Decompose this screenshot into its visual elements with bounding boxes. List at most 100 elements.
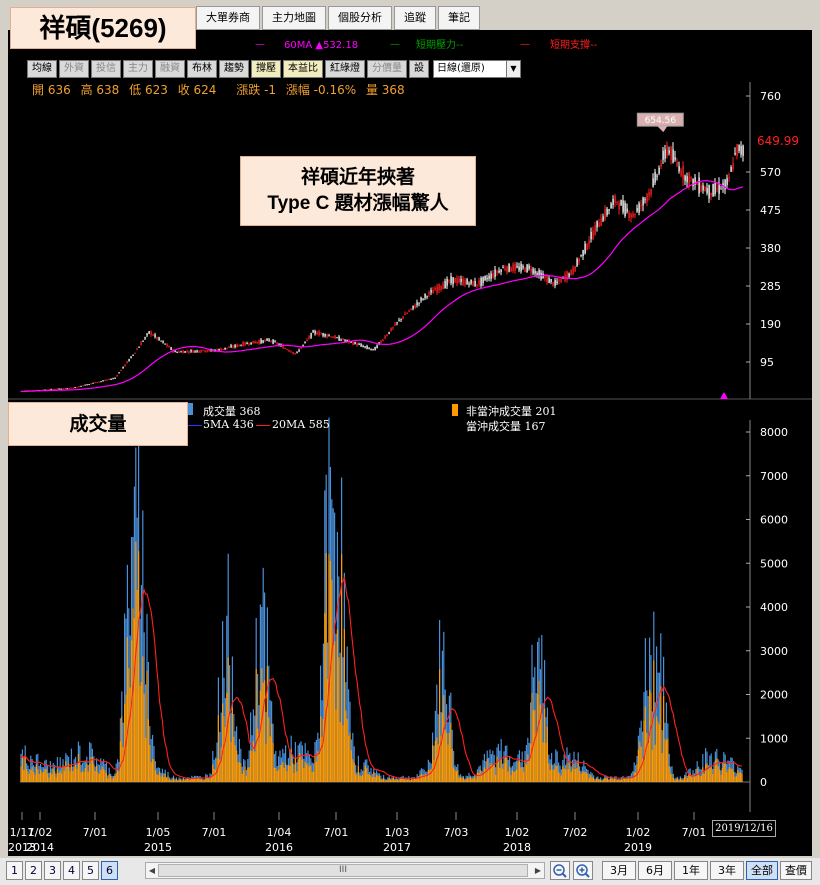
candle-body (606, 208, 608, 216)
candle-body (710, 192, 712, 196)
volume-ma20-line (20, 576, 742, 780)
top-tab-1[interactable]: 大單券商 (196, 6, 260, 30)
toolbar-button-1[interactable]: 均線 (27, 60, 57, 78)
page-button-5[interactable]: 5 (82, 861, 99, 880)
candle-body (416, 302, 418, 306)
scroll-left-icon[interactable]: ◀ (148, 866, 156, 875)
candle-body (512, 264, 514, 271)
candle-body (404, 313, 406, 316)
volume-axis-label: 5000 (760, 557, 788, 570)
candle-body (618, 202, 620, 210)
candle-body (366, 346, 368, 349)
range-button-3[interactable]: 1年 (674, 861, 708, 880)
toolbar-button-9[interactable]: 本益比 (283, 60, 323, 78)
candle-body (110, 379, 112, 381)
candle-body (402, 316, 404, 319)
candle-body (228, 346, 230, 348)
page-button-4[interactable]: 4 (63, 861, 80, 880)
stock-title: 祥碩(5269) (10, 7, 196, 49)
candle-body (528, 265, 530, 269)
period-select[interactable]: 日線(還原) ▼ (433, 60, 521, 78)
candle-body (270, 340, 272, 342)
x-axis-year: 2019 (624, 841, 652, 854)
volume-value: 量 368 (365, 83, 405, 97)
toolbar-button-8[interactable]: 撐壓 (251, 60, 281, 78)
candle-body (734, 152, 736, 155)
scroll-thumb[interactable]: III (158, 864, 528, 877)
candle-body (702, 185, 704, 191)
range-button-4[interactable]: 3年 (710, 861, 744, 880)
candle-body (302, 344, 304, 346)
candle-body (292, 352, 294, 354)
volume-title: 成交量 (8, 402, 188, 446)
candle-body (604, 209, 606, 219)
candle-body (546, 275, 548, 283)
toolbar-button-5[interactable]: 融資 (155, 60, 185, 78)
candle-body (738, 144, 740, 152)
history-scrollbar[interactable]: ◀ III ▶ (145, 862, 545, 879)
toolbar-button-10[interactable]: 紅綠燈 (325, 60, 365, 78)
toolbar-button-3[interactable]: 投信 (91, 60, 121, 78)
candle-body (706, 187, 708, 194)
candle-body (526, 264, 528, 273)
toolbar-button-11[interactable]: 分價量 (367, 60, 407, 78)
x-axis-year: 2017 (383, 841, 411, 854)
top-tab-2[interactable]: 主力地圖 (262, 6, 326, 30)
ma60-line (20, 180, 744, 392)
candle-body (654, 172, 656, 183)
page-button-3[interactable]: 3 (44, 861, 61, 880)
volume-legend-ma20: 20MA 585 (272, 418, 330, 431)
candle-body (262, 340, 264, 343)
candle-body (86, 384, 88, 386)
candle-body (600, 218, 602, 227)
page-button-6[interactable]: 6 (101, 861, 118, 880)
volume-axis-label: 7000 (760, 470, 788, 483)
toolbar-button-7[interactable]: 趨勢 (219, 60, 249, 78)
range-button-1[interactable]: 3月 (602, 861, 636, 880)
top-tab-3[interactable]: 個股分析 (328, 6, 392, 30)
candle-body (452, 277, 454, 285)
page-button-1[interactable]: 1 (6, 861, 23, 880)
candle-body (340, 339, 342, 341)
volume-legend-day: 當沖成交量 167 (466, 420, 546, 433)
zoom-in-button[interactable] (573, 861, 593, 880)
candle-body (634, 213, 636, 216)
toolbar-button-2[interactable]: 外資 (59, 60, 89, 78)
candle-body (330, 336, 332, 338)
top-tab-5[interactable]: 筆記 (438, 6, 480, 30)
candle-body (708, 184, 710, 199)
candle-body (242, 342, 244, 347)
toolbar-button-12[interactable]: 設 (409, 60, 429, 78)
candle-body (586, 243, 588, 250)
top-tab-4[interactable]: 追蹤 (394, 6, 436, 30)
page-button-2[interactable]: 2 (25, 861, 42, 880)
range-button-5[interactable]: 全部 (746, 861, 778, 880)
scroll-right-icon[interactable]: ▶ (534, 866, 542, 875)
range-button-6[interactable]: 查價 (780, 861, 812, 880)
candle-body (90, 383, 92, 385)
toolbar-button-6[interactable]: 布林 (187, 60, 217, 78)
candle-body (648, 192, 650, 196)
volume-legend-ma5: 5MA 436 (203, 418, 254, 431)
candle-body (704, 187, 706, 192)
candle-body (192, 350, 194, 353)
candle-body (482, 276, 484, 284)
range-button-2[interactable]: 6月 (638, 861, 672, 880)
dropdown-arrow-icon[interactable]: ▼ (506, 61, 520, 77)
pct-value: 漲幅 -0.16% (285, 83, 357, 97)
candle-body (218, 348, 220, 351)
candle-body (458, 278, 460, 283)
candle-body (132, 354, 134, 356)
candle-body (68, 387, 70, 389)
candle-body (332, 337, 334, 339)
zoom-out-button[interactable] (550, 861, 570, 880)
candle-body (104, 379, 106, 381)
toolbar-button-4[interactable]: 主力 (123, 60, 153, 78)
candle-body (592, 230, 594, 240)
candle-body (226, 347, 228, 349)
candle-body (508, 263, 510, 272)
candle-body (514, 264, 516, 271)
candle-body (386, 334, 388, 336)
candle-body (50, 388, 52, 390)
candle-body (168, 346, 170, 348)
